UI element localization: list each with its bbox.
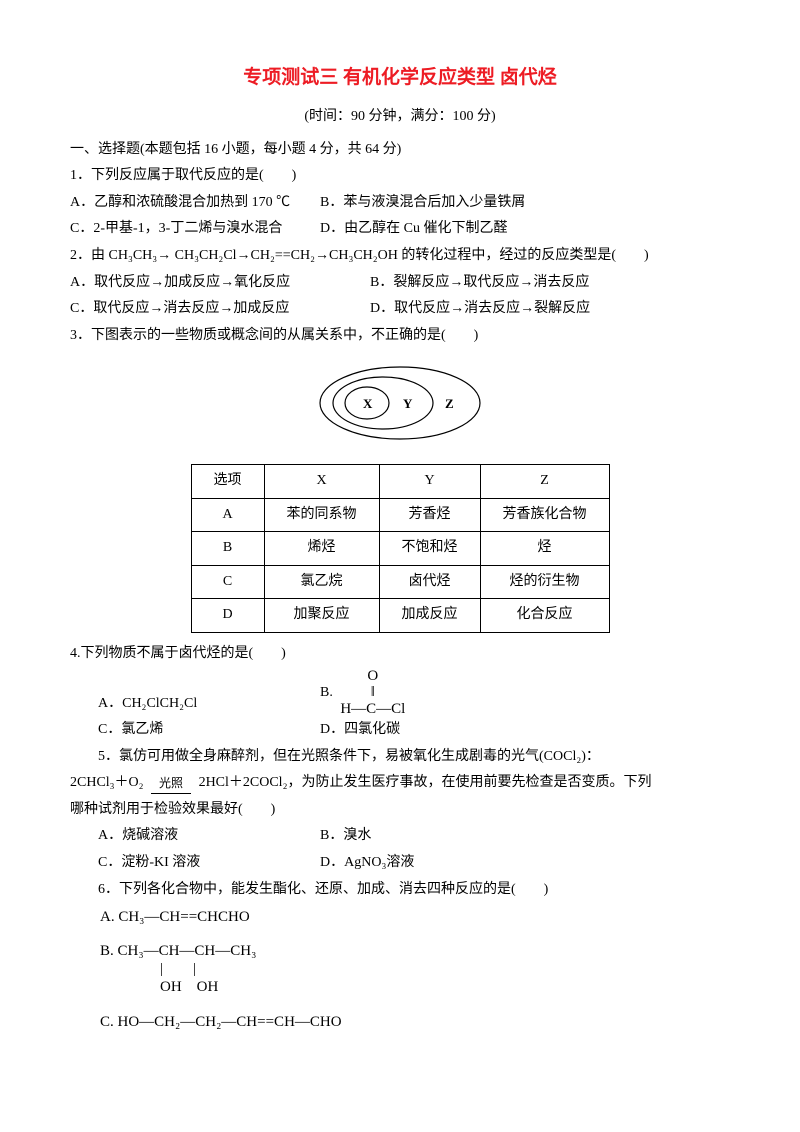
q6-option-b: B. CH₃—CH—CH—CH₃ | | OH OH [100,942,730,996]
q1-option-c: C．2-甲基-1，3-丁二烯与溴水混合 [70,216,320,243]
q5-equation-line: 2CHCl₃＋O₂ 光照 2HCl＋2COCl₂，为防止发生医疗事故，在使用前要… [70,770,730,797]
page-title: 专项测试三 有机化学反应类型 卤代烃 [70,60,730,96]
th-x: X [264,465,379,499]
q4-option-d: D．四氯化碳 [320,717,400,744]
th-y: Y [379,465,480,499]
q5-option-a: A．烧碱溶液 [70,823,320,850]
q5-eq-right: 2HCl＋2COCl₂，为防止发生医疗事故，在使用前要先检查是否变质。下列 [199,775,652,790]
q2-option-b: B．裂解反应→取代反应→消去反应 [370,270,589,297]
q2-option-c: C．取代反应→消去反应→加成反应 [70,296,370,323]
venn-y-label: Y [403,396,413,411]
q5-stem-1: 5．氯仿可用做全身麻醉剂，但在光照条件下，易被氧化生成剧毒的光气(COCl₂)： [70,744,730,771]
q4-option-b: B. O ‖ H—C—Cl [320,668,405,718]
q5-eq-left: 2CHCl₃＋O₂ [70,775,144,790]
table-row: A 苯的同系物 芳香烃 芳香族化合物 [191,498,609,532]
table-row: C 氯乙烷 卤代烃 烃的衍生物 [191,565,609,599]
th-option: 选项 [191,465,264,499]
venn-z-label: Z [445,396,454,411]
q3-venn-diagram: X Y Z [70,363,730,454]
q5-stem-2: 哪种试剂用于检验效果最好( ) [70,797,730,824]
q6-stem: 6．下列各化合物中，能发生酯化、还原、加成、消去四种反应的是( ) [70,877,730,904]
q1-option-a: A．乙醇和浓硫酸混合加热到 170 ℃ [70,190,320,217]
q1-option-d: D．由乙醇在 Cu 催化下制乙醛 [320,216,507,243]
th-z: Z [480,465,609,499]
q5-option-c: C．淀粉-KI 溶液 [70,850,320,877]
q5-reaction-condition: 光照 [147,772,195,794]
page-subtitle: (时间：90 分钟，满分：100 分) [70,104,730,131]
q4-option-c: C．氯乙烯 [70,717,320,744]
q2-option-d: D．取代反应→消去反应→裂解反应 [370,296,590,323]
table-row: B 烯烃 不饱和烃 烃 [191,532,609,566]
section-header: 一、选择题(本题包括 16 小题，每小题 4 分，共 64 分) [70,137,730,164]
q6-option-a: A. CH₃—CH==CHCHO [100,903,730,932]
q1-stem: 1．下列反应属于取代反应的是( ) [70,163,730,190]
q5-option-d: D．AgNO₃溶液 [320,850,414,877]
venn-x-label: X [363,396,373,411]
q3-options-table: 选项 X Y Z A 苯的同系物 芳香烃 芳香族化合物 B 烯烃 不饱和烃 烃 … [191,464,610,633]
q5-option-b: B．溴水 [320,823,371,850]
q4-option-a: A．CH₂ClCH₂Cl [70,691,320,718]
q2-stem: 2．由 CH₃CH₃→ CH₃CH₂Cl→CH₂==CH₂→CH₃CH₂OH 的… [70,243,730,270]
table-row: D 加聚反应 加成反应 化合反应 [191,599,609,633]
q1-option-b: B．苯与液溴混合后加入少量铁屑 [320,190,525,217]
q3-stem: 3．下图表示的一些物质或概念间的从属关系中，不正确的是( ) [70,323,730,350]
q6-option-c: C. HO—CH₂—CH₂—CH==CH—CHO [100,1008,730,1037]
q2-option-a: A．取代反应→加成反应→氧化反应 [70,270,370,297]
q4-stem: 4.下列物质不属于卤代烃的是( ) [70,641,730,668]
